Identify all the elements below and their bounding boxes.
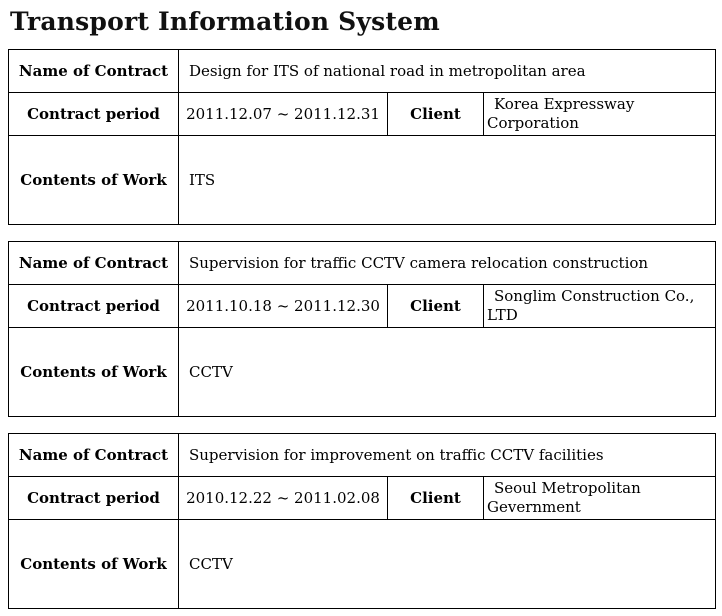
- client-label: Client: [387, 92, 484, 136]
- contract-period-label: Contract period: [8, 476, 179, 520]
- contract-name-value: Design for ITS of national road in metro…: [178, 49, 716, 93]
- contract-table-3: Name of Contract Supervision for improve…: [8, 433, 716, 609]
- contents-of-work-value: CCTV: [177, 327, 717, 417]
- contract-name-label: Name of Contract: [8, 433, 179, 477]
- table-row: Contract period 2011.10.18 ~ 2011.12.30 …: [8, 284, 717, 328]
- client-value: Seoul Metropolitan Gevernment: [483, 476, 716, 520]
- table-row: Name of Contract Supervision for improve…: [8, 433, 716, 477]
- contract-period-value: 2011.12.07 ~ 2011.12.31: [178, 92, 388, 136]
- contract-period-value: 2011.10.18 ~ 2011.12.30: [178, 284, 388, 328]
- table-row: Name of Contract Design for ITS of natio…: [8, 49, 716, 93]
- contents-of-work-label: Contents of Work: [8, 519, 179, 609]
- table-row: Contract period 2010.12.22 ~ 2011.02.08 …: [8, 476, 716, 520]
- table-row: Contents of Work CCTV: [8, 519, 716, 609]
- contract-period-label: Contract period: [8, 92, 179, 136]
- client-label: Client: [387, 284, 484, 328]
- client-value: Korea Expressway Corporation: [483, 92, 716, 136]
- contents-of-work-value: CCTV: [178, 519, 716, 609]
- contract-name-label: Name of Contract: [8, 241, 179, 285]
- client-label: Client: [387, 476, 484, 520]
- table-row: Contents of Work CCTV: [8, 327, 717, 417]
- contract-period-label: Contract period: [8, 284, 179, 328]
- contract-name-label: Name of Contract: [8, 49, 179, 93]
- contract-name-value: Supervision for improvement on traffic C…: [178, 433, 716, 477]
- contract-period-value: 2010.12.22 ~ 2011.02.08: [178, 476, 388, 520]
- contract-table-1: Name of Contract Design for ITS of natio…: [8, 49, 716, 225]
- table-row: Contract period 2011.12.07 ~ 2011.12.31 …: [8, 92, 716, 136]
- table-row: Name of Contract Supervision for traffic…: [8, 241, 717, 285]
- page-title: Transport Information System: [10, 7, 440, 36]
- contents-of-work-value: ITS: [178, 135, 716, 225]
- client-value: Songlim Construction Co., LTD: [482, 284, 717, 328]
- contract-name-value: Supervision for traffic CCTV camera relo…: [177, 241, 717, 285]
- contents-of-work-label: Contents of Work: [8, 327, 179, 417]
- contents-of-work-label: Contents of Work: [8, 135, 179, 225]
- table-row: Contents of Work ITS: [8, 135, 716, 225]
- contract-table-2: Name of Contract Supervision for traffic…: [8, 241, 717, 417]
